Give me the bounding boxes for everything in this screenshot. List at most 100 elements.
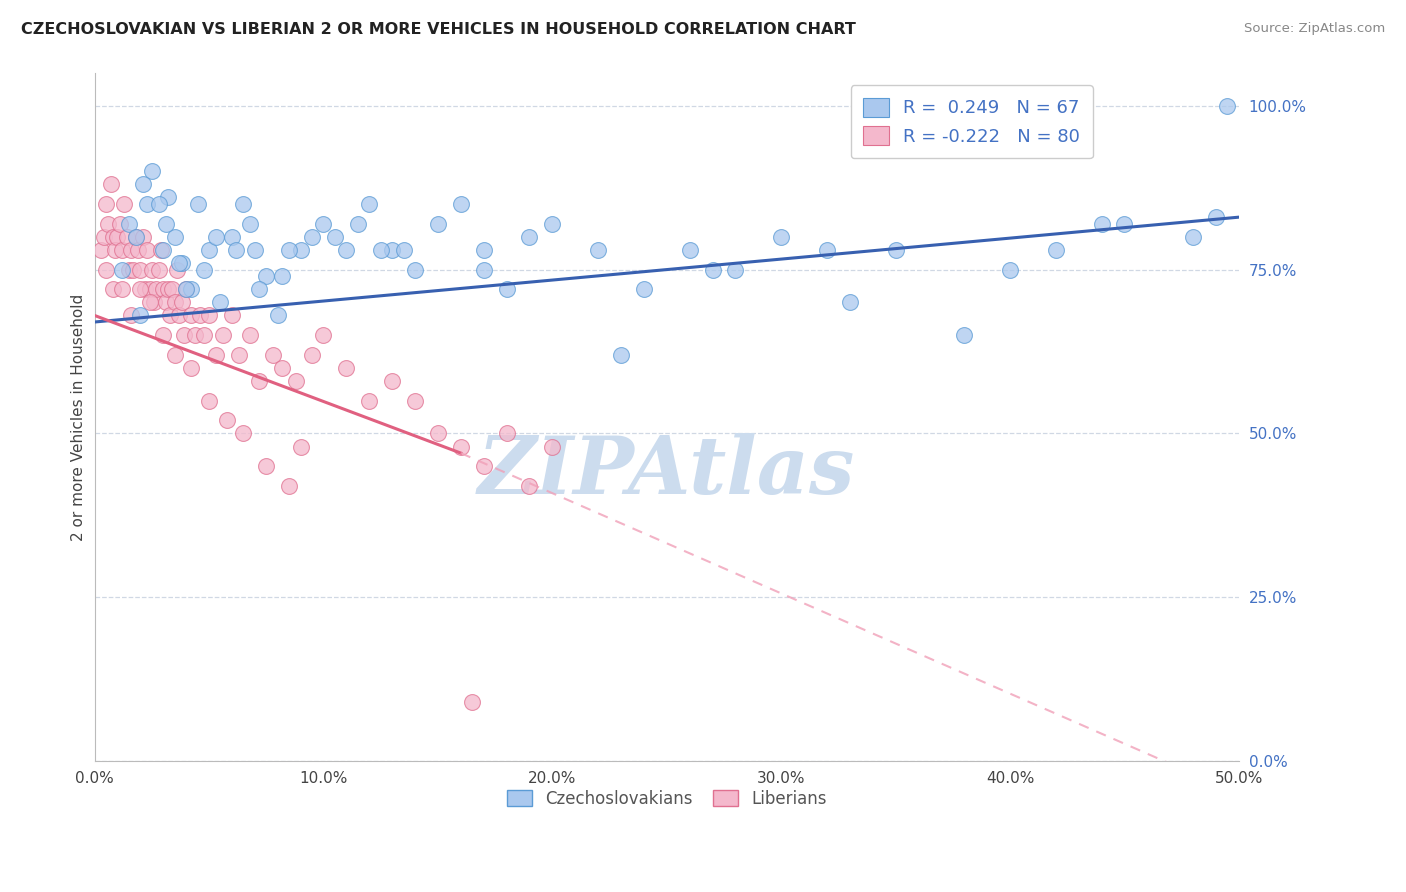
Point <box>129 282 152 296</box>
Point <box>610 348 633 362</box>
Point <box>633 282 655 296</box>
Point <box>323 229 346 244</box>
Point <box>254 459 277 474</box>
Point <box>217 413 239 427</box>
Point <box>381 374 404 388</box>
Point <box>174 282 197 296</box>
Point <box>472 262 495 277</box>
Point <box>101 282 124 296</box>
Point <box>381 243 404 257</box>
Point <box>174 282 197 296</box>
Point <box>285 374 308 388</box>
Point <box>450 197 472 211</box>
Point <box>221 309 243 323</box>
Point <box>1045 243 1067 257</box>
Point <box>125 229 148 244</box>
Point <box>104 243 127 257</box>
Point <box>335 243 357 257</box>
Point <box>134 282 156 296</box>
Point <box>118 262 141 277</box>
Point <box>193 328 215 343</box>
Point <box>884 243 907 257</box>
Point <box>111 262 134 277</box>
Point <box>163 348 186 362</box>
Point <box>90 243 112 257</box>
Point <box>155 217 177 231</box>
Point <box>148 197 170 211</box>
Point <box>131 178 153 192</box>
Point <box>127 243 149 257</box>
Point <box>271 360 294 375</box>
Point <box>141 262 163 277</box>
Point <box>152 282 174 296</box>
Point <box>541 217 564 231</box>
Point <box>115 229 138 244</box>
Point <box>125 229 148 244</box>
Point <box>211 328 233 343</box>
Point <box>370 243 392 257</box>
Point <box>205 229 228 244</box>
Point <box>205 348 228 362</box>
Point <box>312 328 335 343</box>
Point <box>247 282 270 296</box>
Point <box>136 243 159 257</box>
Point <box>101 229 124 244</box>
Point <box>180 309 202 323</box>
Point <box>254 269 277 284</box>
Point <box>404 262 426 277</box>
Point <box>519 229 541 244</box>
Point <box>392 243 415 257</box>
Point <box>120 309 142 323</box>
Point <box>495 282 517 296</box>
Point <box>221 229 243 244</box>
Point <box>541 440 564 454</box>
Point <box>247 374 270 388</box>
Point <box>586 243 609 257</box>
Point <box>122 262 145 277</box>
Point <box>141 164 163 178</box>
Text: Source: ZipAtlas.com: Source: ZipAtlas.com <box>1244 22 1385 36</box>
Point <box>815 243 838 257</box>
Point <box>262 348 284 362</box>
Point <box>94 197 117 211</box>
Point <box>953 328 976 343</box>
Point <box>239 217 262 231</box>
Point <box>166 262 188 277</box>
Point <box>93 229 115 244</box>
Point <box>112 197 135 211</box>
Point <box>129 262 152 277</box>
Point <box>120 243 142 257</box>
Point <box>450 440 472 454</box>
Point <box>111 282 134 296</box>
Point <box>404 393 426 408</box>
Point <box>232 197 254 211</box>
Point <box>243 243 266 257</box>
Point <box>129 309 152 323</box>
Point <box>495 426 517 441</box>
Point <box>290 243 312 257</box>
Point <box>180 360 202 375</box>
Point <box>163 295 186 310</box>
Text: CZECHOSLOVAKIAN VS LIBERIAN 2 OR MORE VEHICLES IN HOUSEHOLD CORRELATION CHART: CZECHOSLOVAKIAN VS LIBERIAN 2 OR MORE VE… <box>21 22 856 37</box>
Point <box>228 348 250 362</box>
Point <box>155 295 177 310</box>
Point <box>359 197 381 211</box>
Point <box>426 426 449 441</box>
Point <box>461 695 484 709</box>
Point <box>97 217 120 231</box>
Point <box>138 295 160 310</box>
Point <box>107 229 129 244</box>
Point <box>148 262 170 277</box>
Point <box>167 256 190 270</box>
Point <box>702 262 724 277</box>
Point <box>131 229 153 244</box>
Point <box>838 295 860 310</box>
Point <box>136 197 159 211</box>
Y-axis label: 2 or more Vehicles in Household: 2 or more Vehicles in Household <box>72 293 86 541</box>
Point <box>770 229 793 244</box>
Point <box>278 479 301 493</box>
Point <box>301 229 323 244</box>
Point <box>145 282 167 296</box>
Point <box>198 243 221 257</box>
Point <box>472 459 495 474</box>
